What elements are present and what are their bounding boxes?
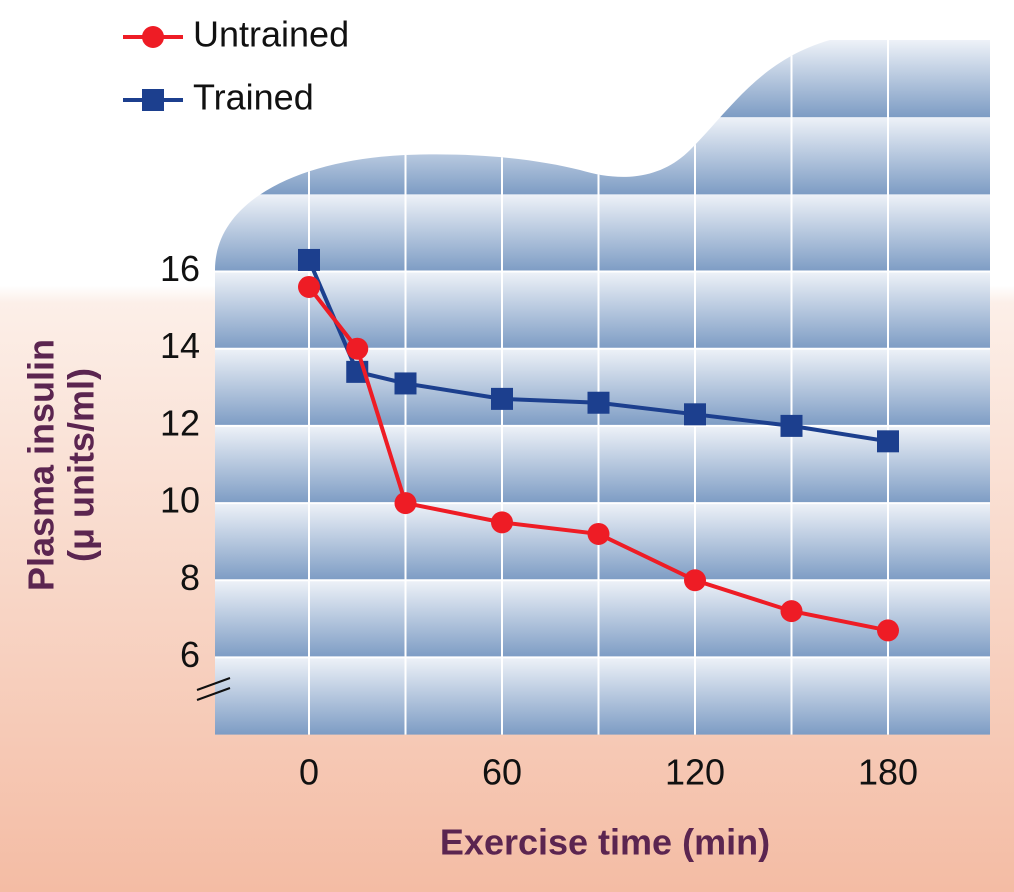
band [200, 580, 1000, 657]
marker [346, 338, 368, 360]
chart: 6 8 10 12 14 16 0 60 120 180 Untrained Trained Exer… [0, 0, 1014, 892]
marker [491, 388, 513, 410]
marker [491, 511, 513, 533]
y-tick-label: 6 [180, 634, 200, 675]
x-tick-label: 60 [482, 752, 522, 793]
legend-marker [142, 26, 164, 48]
marker [395, 492, 417, 514]
y-axis-label: Plasma insulin [21, 339, 62, 591]
band [200, 657, 1000, 734]
y-tick-label: 16 [160, 248, 200, 289]
marker [588, 392, 610, 414]
y-tick-label: 8 [180, 557, 200, 598]
marker [298, 276, 320, 298]
marker [781, 415, 803, 437]
marker [298, 249, 320, 271]
legend-label: Trained [193, 77, 314, 118]
legend-label: Untrained [193, 14, 349, 55]
y-axis-unit: (μ units/ml) [61, 368, 102, 562]
marker [588, 523, 610, 545]
marker [781, 600, 803, 622]
band [200, 349, 1000, 426]
y-tick-label: 14 [160, 325, 200, 366]
y-tick-label: 12 [160, 402, 200, 443]
marker [684, 403, 706, 425]
marker [395, 372, 417, 394]
x-tick-label: 120 [665, 752, 725, 793]
legend-marker [142, 89, 164, 111]
marker [877, 619, 899, 641]
x-axis-label: Exercise time (min) [440, 822, 770, 863]
marker [684, 569, 706, 591]
x-tick-label: 180 [858, 752, 918, 793]
x-tick-label: 0 [299, 752, 319, 793]
y-tick-label: 10 [160, 480, 200, 521]
marker [877, 430, 899, 452]
